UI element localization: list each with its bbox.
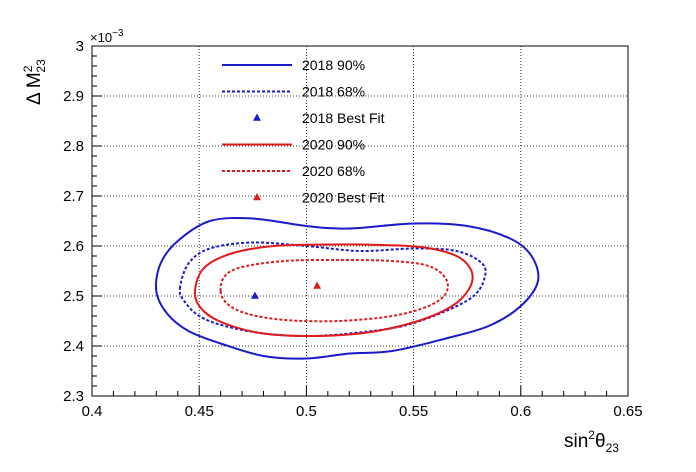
y-tick-label: 2.4: [63, 338, 84, 355]
legend-label-2018-68: 2018 68%: [302, 84, 365, 100]
y-tick-label: 2.9: [63, 88, 84, 105]
y-tick-label: 2.7: [63, 188, 84, 205]
x-axis-title-sup: 2: [588, 428, 595, 442]
contour-2020-90: [193, 243, 474, 338]
x-tick-label: 0.6: [510, 403, 531, 420]
best-fit-marker-2018-best-fit: [251, 291, 259, 299]
y-axis-title-base: Δ M: [24, 72, 45, 105]
x-tick-label: 0.55: [399, 403, 428, 420]
x-axis-title-sub: 23: [606, 441, 620, 455]
y-axis-title-sup: 2: [21, 65, 35, 72]
x-axis-title-theta: θ: [595, 431, 606, 452]
legend-marker-2020-best-fit: [253, 193, 261, 201]
x-tick-label: 0.65: [613, 403, 642, 420]
contour-2018-90: [155, 216, 540, 360]
y-axis-title-sub: 23: [34, 59, 48, 73]
y-tick-label: 2.3: [63, 388, 84, 405]
y-tick-label: 3: [76, 38, 84, 55]
legend-label-2020-best-fit: 2020 Best Fit: [302, 190, 385, 206]
x-tick-label: 0.5: [296, 403, 317, 420]
x-axis-title-base: sin: [564, 431, 588, 452]
legend-label-2020-68: 2020 68%: [302, 163, 365, 179]
y-multiplier-base: ×10: [90, 30, 112, 45]
x-tick-label: 0.4: [82, 403, 103, 420]
legend-label-2020-90: 2020 90%: [302, 137, 365, 153]
y-tick-label: 2.8: [63, 138, 84, 155]
contour-2020-68: [219, 258, 449, 323]
best-fit-marker-2020-best-fit: [313, 281, 322, 289]
y-tick-label: 2.6: [63, 238, 84, 255]
contour-2018-68: [178, 241, 487, 338]
legend-label-2018-90: 2018 90%: [302, 57, 365, 73]
legend: 2018 90% 2018 68% 2018 Best Fit 2020 90% 202…: [222, 57, 385, 206]
y-axis-title: Δ M223: [21, 59, 48, 105]
axis-ticks: 0.4 0.45 0.5 0.55 0.6 0.65 2.3 2.4 2.5 2.6 2.7 2.8 2…: [63, 38, 642, 420]
legend-label-2018-best-fit: 2018 Best Fit: [302, 110, 385, 126]
plot-frame: [91, 45, 629, 397]
x-axis-title: sin2θ23: [564, 428, 619, 455]
y-multiplier-exp: −3: [112, 28, 124, 39]
series-layer: [155, 216, 540, 360]
y-multiplier: ×10−3: [90, 28, 124, 45]
y-tick-label: 2.5: [63, 288, 84, 305]
x-tick-label: 0.45: [185, 403, 214, 420]
legend-marker-2018-best-fit: [253, 113, 261, 121]
